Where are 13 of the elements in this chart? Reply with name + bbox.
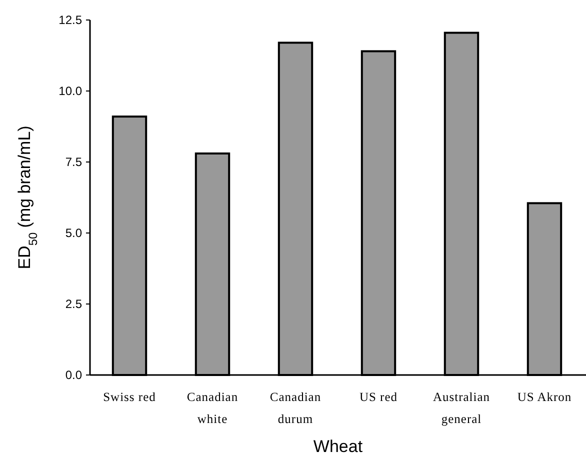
y-tick-label: 5.0	[65, 226, 82, 240]
x-axis-title: Wheat	[313, 437, 363, 456]
x-tick-label: US Akron	[517, 390, 572, 404]
y-tick-label: 7.5	[65, 155, 82, 170]
x-tick-label: US red	[359, 390, 398, 404]
y-tick-label: 12.5	[58, 13, 82, 28]
y-tick-label: 0.0	[65, 368, 82, 382]
x-tick-label: Canadian white	[186, 390, 238, 426]
x-tick-label: Swiss red	[103, 390, 156, 404]
x-tick-label: Australian general	[432, 390, 490, 426]
y-tick-label: 2.5	[65, 297, 82, 312]
y-tick-label: 10.0	[58, 84, 82, 98]
x-tick-label: Canadian durum	[270, 390, 322, 426]
